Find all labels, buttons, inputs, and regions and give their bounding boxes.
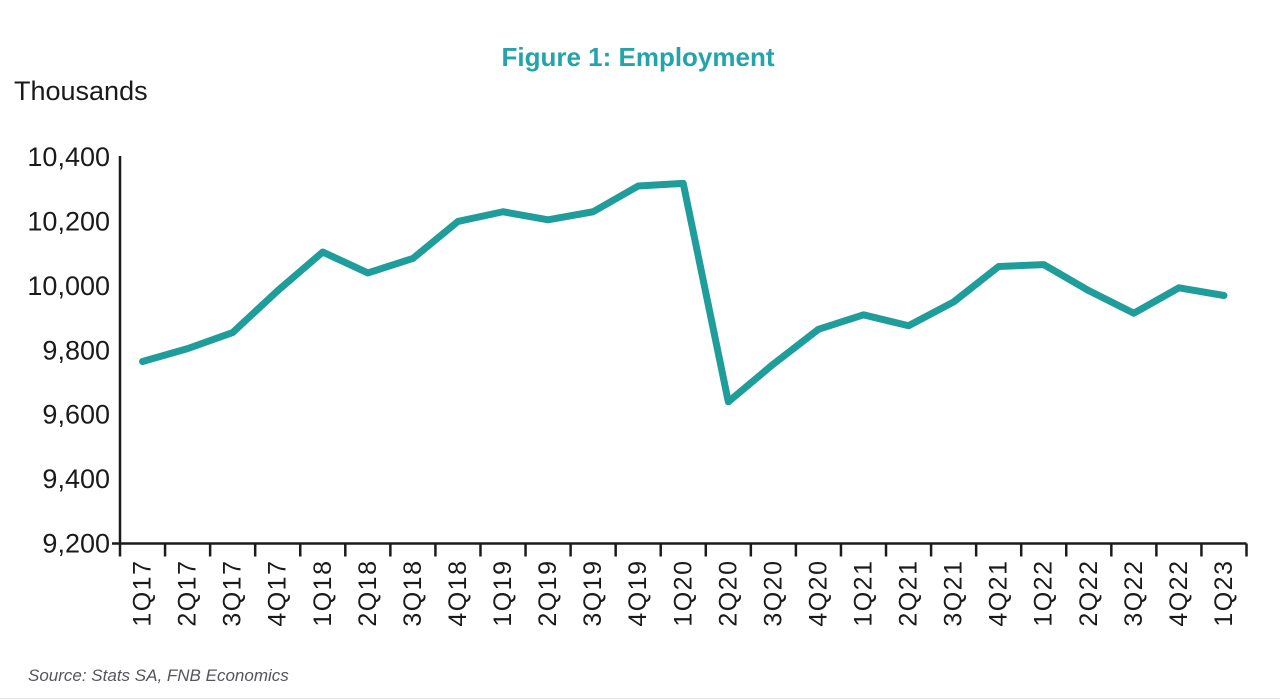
y-axis-tick-label: 9,200 xyxy=(42,529,110,559)
y-axis-tick-labels: 9,200 9,400 9,600 9,800 10,000 10,200 10,400 xyxy=(27,142,110,559)
x-axis-tick-label: 1Q18 xyxy=(309,560,337,627)
x-axis-tick-label: 3Q19 xyxy=(579,560,607,627)
x-axis-tick-label: 1Q21 xyxy=(849,560,877,627)
x-axis-tick-label: 3Q21 xyxy=(940,560,968,627)
x-axis-tick-labels: 1Q17 2Q17 3Q17 4Q17 1Q18 2Q18 3Q18 4Q18 1Q19 2Q19… xyxy=(129,559,1238,626)
x-axis-tick-label: 2Q18 xyxy=(354,560,382,627)
y-axis-tick-label: 10,200 xyxy=(27,206,110,236)
x-axis-tick-label: 2Q21 xyxy=(895,560,923,627)
x-axis-tick-label: 4Q19 xyxy=(624,560,652,627)
x-axis-tick-label: 1Q19 xyxy=(489,560,517,627)
x-axis-tick-label: 4Q20 xyxy=(804,560,832,627)
y-axis-tick-label: 9,600 xyxy=(42,400,110,430)
x-axis-tick-label: 3Q22 xyxy=(1120,560,1148,627)
x-axis-tick-label: 3Q17 xyxy=(219,560,247,627)
employment-line-series xyxy=(139,179,1228,406)
y-axis-tick-label: 10,400 xyxy=(27,142,110,172)
x-axis-tick-label: 4Q18 xyxy=(444,560,472,627)
x-axis-tick-label: 1Q22 xyxy=(1030,560,1058,627)
x-axis-tick-label: 2Q22 xyxy=(1075,560,1103,627)
x-axis-tick-label: 2Q17 xyxy=(174,560,202,627)
y-axis-tick-label: 10,000 xyxy=(27,271,110,301)
x-axis-tick-label: 3Q18 xyxy=(399,560,427,627)
x-axis-tick-label: 2Q19 xyxy=(534,560,562,627)
x-axis-tick-label: 2Q20 xyxy=(714,560,742,627)
x-axis-tick-label: 4Q17 xyxy=(264,560,292,627)
x-axis-ticks xyxy=(118,543,1248,557)
y-axis-tick-label: 9,800 xyxy=(42,335,110,365)
x-axis-tick-label: 4Q22 xyxy=(1165,560,1193,627)
x-axis-tick-label: 1Q17 xyxy=(129,560,157,627)
x-axis-tick-label: 4Q21 xyxy=(985,559,1013,626)
series-lines xyxy=(139,179,1228,406)
source-note: Source: Stats SA, FNB Economics xyxy=(28,666,289,685)
y-axis-unit-label: Thousands xyxy=(14,76,148,106)
x-axis-tick-label: 1Q23 xyxy=(1210,560,1238,627)
chart-title: Figure 1: Employment xyxy=(501,42,774,72)
y-axis-tick-label: 9,400 xyxy=(42,464,110,494)
x-axis-tick-label: 1Q20 xyxy=(669,560,697,627)
x-axis-tick-label: 3Q20 xyxy=(759,560,787,627)
